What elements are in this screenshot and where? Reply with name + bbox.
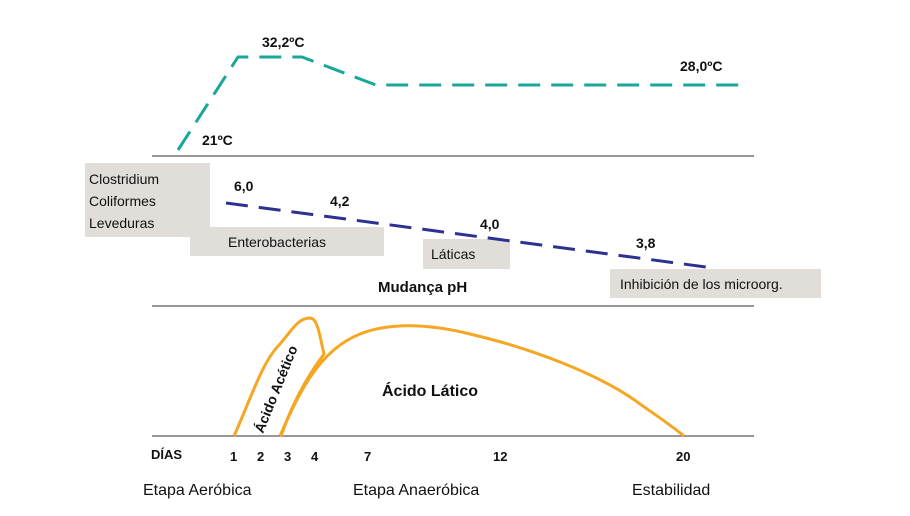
ph-value-2: 4,2: [330, 193, 350, 209]
lactic-acid-label: Ácido Lático: [382, 381, 478, 400]
acetic-acid-label: Ácido Acético: [251, 343, 301, 435]
microorganisms-box-initial: [85, 163, 210, 237]
stage-stability: Estabilidad: [632, 482, 710, 499]
day-tick: 4: [311, 449, 319, 464]
ph-value-3: 4,0: [480, 216, 500, 232]
stage-aerobic: Etapa Aeróbica: [143, 482, 252, 499]
day-tick: 20: [676, 449, 690, 464]
ph-title: Mudança pH: [378, 279, 467, 296]
lactic-acid-curve: [278, 324, 685, 438]
days-label: DÍAS: [151, 447, 182, 462]
microorganism-clostridium: Clostridium: [89, 171, 159, 187]
stage-anaerobic: Etapa Anaeróbica: [353, 482, 479, 499]
enterobacterias-label: Enterobacterias: [228, 234, 326, 250]
day-tick: 2: [257, 449, 264, 464]
microorganism-coliformes: Coliformes: [89, 193, 156, 209]
temperature-end-label: 28,0ºC: [680, 58, 722, 74]
microorganism-leveduras: Leveduras: [89, 215, 154, 231]
temperature-peak-label: 32,2ºC: [262, 34, 304, 50]
ph-line: [225, 201, 707, 269]
day-tick: 1: [230, 449, 237, 464]
temperature-line: [176, 55, 740, 151]
inhibition-box: [610, 269, 821, 298]
day-tick: 7: [364, 449, 371, 464]
temperature-start-label: 21ºC: [202, 132, 233, 148]
ph-value-1: 6,0: [234, 178, 254, 194]
ph-value-4: 3,8: [636, 235, 656, 251]
laticas-box: [423, 239, 510, 269]
enterobacterias-box: [190, 227, 384, 256]
laticas-label: Láticas: [431, 246, 475, 262]
day-tick: 12: [493, 449, 507, 464]
inhibition-label: Inhibición de los microorg.: [620, 276, 783, 292]
day-tick: 3: [284, 449, 291, 464]
